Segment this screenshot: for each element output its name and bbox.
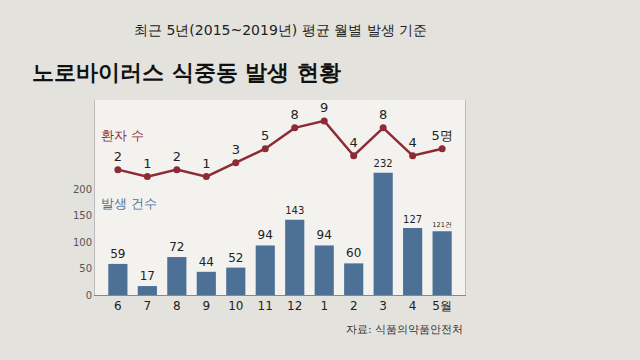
svg-text:17: 17: [140, 269, 155, 283]
svg-text:8: 8: [379, 107, 387, 122]
svg-text:9: 9: [320, 100, 328, 115]
svg-text:121건: 121건: [432, 221, 452, 229]
svg-text:50: 50: [79, 263, 92, 274]
svg-text:3: 3: [232, 142, 240, 157]
svg-text:12: 12: [287, 299, 302, 313]
svg-text:2: 2: [173, 149, 181, 164]
svg-text:60: 60: [346, 246, 361, 260]
svg-text:노로바이러스 식중동 발생 현황: 노로바이러스 식중동 발생 현황: [32, 60, 341, 85]
svg-text:3: 3: [379, 299, 387, 313]
svg-text:5: 5: [261, 128, 269, 143]
svg-text:환자 수: 환자 수: [101, 128, 144, 143]
svg-text:150: 150: [73, 210, 92, 221]
svg-text:127: 127: [403, 214, 422, 225]
svg-text:0: 0: [86, 290, 92, 301]
svg-text:자료: 식품의약품안전처: 자료: 식품의약품안전처: [346, 323, 463, 336]
svg-text:1: 1: [143, 156, 151, 171]
svg-text:4: 4: [350, 135, 358, 150]
svg-text:1: 1: [320, 299, 328, 313]
svg-text:발생 건수: 발생 건수: [101, 196, 157, 211]
svg-text:2: 2: [114, 149, 122, 164]
svg-text:9: 9: [202, 299, 210, 313]
svg-text:200: 200: [73, 184, 92, 195]
svg-text:4: 4: [409, 135, 417, 150]
svg-text:100: 100: [73, 237, 92, 248]
svg-text:2: 2: [350, 299, 358, 313]
svg-text:8: 8: [173, 299, 181, 313]
svg-text:94: 94: [317, 228, 332, 242]
svg-text:143: 143: [285, 205, 304, 216]
svg-text:4: 4: [409, 299, 417, 313]
svg-text:5명: 5명: [431, 128, 452, 143]
svg-text:7: 7: [144, 299, 152, 313]
svg-text:10: 10: [228, 299, 243, 313]
svg-text:8: 8: [291, 107, 299, 122]
svg-text:232: 232: [374, 158, 393, 169]
svg-text:6: 6: [114, 299, 122, 313]
svg-text:5월: 5월: [432, 299, 452, 313]
svg-text:최근 5년(2015~2019년) 평균 월별 발생 기준: 최근 5년(2015~2019년) 평균 월별 발생 기준: [134, 22, 427, 38]
svg-text:59: 59: [110, 247, 125, 261]
svg-text:44: 44: [199, 255, 214, 269]
svg-text:72: 72: [169, 240, 184, 254]
svg-text:52: 52: [228, 251, 243, 265]
svg-text:1: 1: [202, 156, 210, 171]
svg-text:11: 11: [258, 299, 273, 313]
svg-text:94: 94: [258, 228, 273, 242]
